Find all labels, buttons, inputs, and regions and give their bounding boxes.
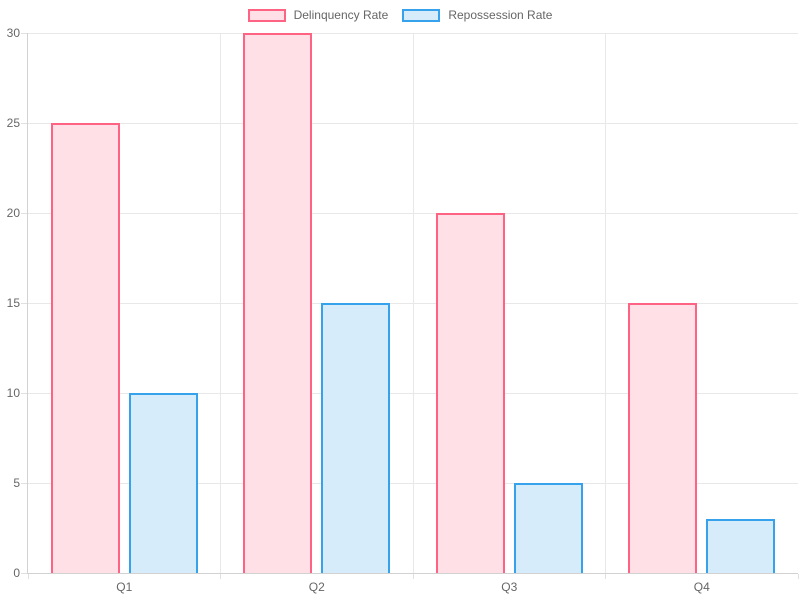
- y-axis-label-30: 30: [6, 26, 20, 40]
- bar-repossession-rate-q1: [128, 393, 198, 573]
- y-axis-label-25: 25: [6, 116, 20, 130]
- y-tick-5: [21, 482, 27, 484]
- y-tick-30: [21, 32, 27, 34]
- y-axis-label-5: 5: [13, 476, 20, 490]
- y-tick-20: [21, 212, 27, 214]
- x-axis-label-q3: Q3: [501, 580, 518, 594]
- bar-delinquency-rate-q4: [628, 303, 698, 573]
- x-tick-3: [605, 574, 606, 579]
- legend-label-delinquency-rate: Delinquency Rate: [293, 8, 389, 22]
- x-axis-label-q4: Q4: [693, 580, 710, 594]
- y-axis-label-15: 15: [6, 296, 20, 310]
- legend-item-repossession-rate[interactable]: Repossession Rate: [402, 8, 552, 22]
- x-tick-0: [27, 574, 29, 579]
- bar-repossession-rate-q4: [706, 519, 776, 573]
- gridline-x-boundary-3: [605, 33, 606, 573]
- x-tick-2: [412, 574, 414, 579]
- bar-delinquency-rate-q2: [243, 33, 313, 573]
- y-tick-25: [21, 122, 27, 124]
- bar-repossession-rate-q2: [321, 303, 391, 573]
- legend-item-delinquency-rate[interactable]: Delinquency Rate: [247, 8, 389, 22]
- y-axis-label-10: 10: [6, 386, 20, 400]
- gridline-x-boundary-1: [220, 33, 221, 573]
- gridline-x-boundary-2: [412, 33, 414, 573]
- y-axis-label-20: 20: [6, 206, 20, 220]
- chart-legend: Delinquency Rate Repossession Rate: [0, 8, 800, 22]
- bar-delinquency-rate-q3: [435, 213, 505, 573]
- bar-delinquency-rate-q1: [50, 123, 120, 573]
- legend-swatch-delinquency-rate: [247, 8, 286, 22]
- legend-swatch-repossession-rate: [402, 8, 441, 22]
- y-tick-10: [21, 392, 27, 394]
- y-tick-0: [21, 572, 27, 574]
- x-tick-4: [797, 574, 799, 579]
- y-axis-label-0: 0: [13, 566, 20, 580]
- y-tick-15: [21, 302, 27, 304]
- legend-label-repossession-rate: Repossession Rate: [448, 8, 553, 22]
- bar-repossession-rate-q3: [513, 483, 583, 573]
- plot-area: [21, 32, 799, 579]
- x-axis-label-q2: Q2: [308, 580, 325, 594]
- x-tick-1: [220, 574, 221, 579]
- x-axis-label-q1: Q1: [116, 580, 133, 594]
